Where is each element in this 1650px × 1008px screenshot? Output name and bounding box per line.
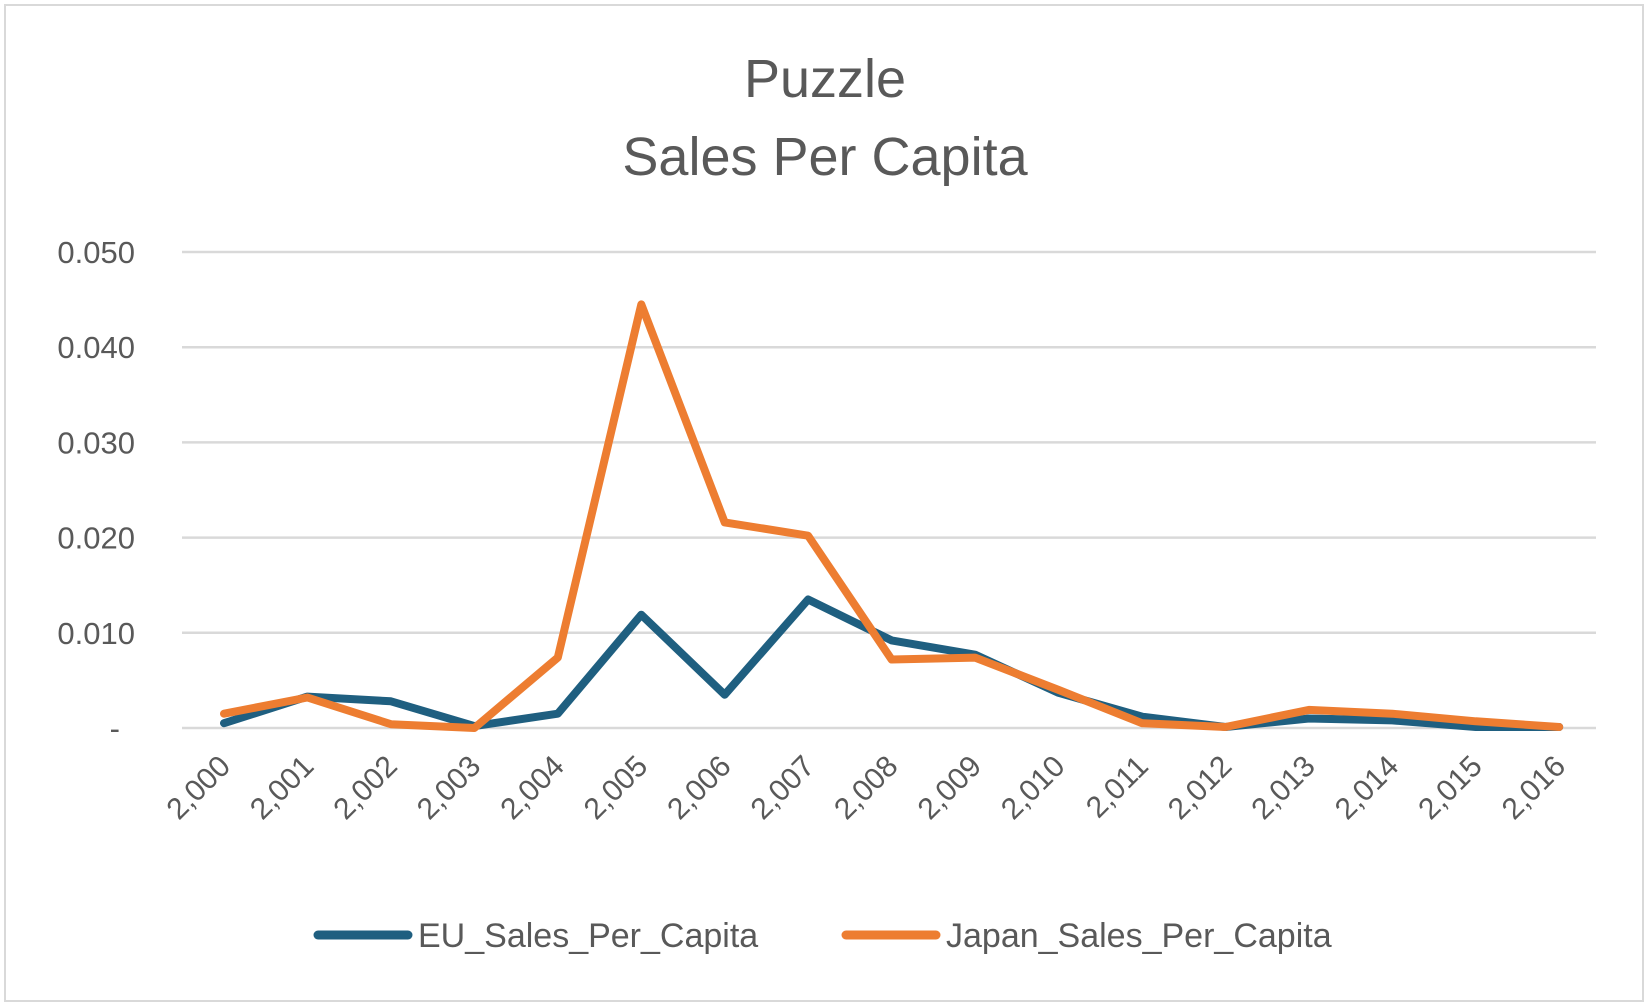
chart-title: Puzzle [743,49,907,109]
x-tick-label: 2,015 [1412,750,1488,826]
x-tick-label: 2,006 [661,750,737,826]
x-tick-label: 2,012 [1162,750,1238,826]
x-tick-label: 2,007 [745,750,821,826]
x-tick-label: 2,011 [1080,750,1155,825]
x-tick-label: 2,001 [244,750,320,826]
series-lines [220,300,1564,732]
legend: EU_Sales_Per_Capita Japan_Sales_Per_Capit… [313,917,1332,955]
y-tick-label: 0.010 [57,616,135,651]
y-tick-label: - [110,711,120,746]
gridlines [182,250,1596,730]
x-tick-label: 2,016 [1496,750,1572,826]
x-tick-label: 2,003 [411,750,487,826]
series-line [220,595,1564,731]
y-axis-ticks: - 0.010 0.020 0.030 0.040 0.050 [57,235,135,746]
x-tick-label: 2,009 [912,750,988,826]
x-axis-ticks: 2,000 2,001 2,002 2,003 2,004 2,005 2,006 2,007… [161,750,1573,826]
y-tick-label: 0.040 [57,330,135,365]
y-tick-label: 0.050 [57,235,135,270]
x-tick-label: 2,004 [494,750,570,826]
x-tick-label: 2,014 [1329,750,1405,826]
x-tick-label: 2,005 [578,750,654,826]
chart-subtitle: Sales Per Capita [622,127,1028,187]
y-tick-label: 0.030 [57,425,135,460]
x-tick-label: 2,002 [327,750,403,826]
series-line [220,300,1564,732]
x-tick-label: 2,008 [828,750,904,826]
x-tick-label: 2,010 [995,750,1071,826]
y-tick-label: 0.020 [57,521,135,556]
chart-frame [4,4,1644,1002]
x-tick-label: 2,013 [1245,750,1321,826]
x-tick-label: 2,000 [161,750,237,826]
legend-label: Japan_Sales_Per_Capita [946,917,1332,955]
legend-label: EU_Sales_Per_Capita [418,917,758,955]
